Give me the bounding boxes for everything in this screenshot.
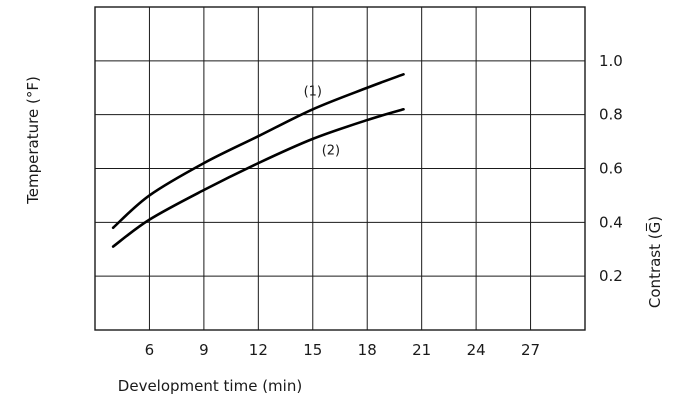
series-label-1: (1) xyxy=(304,84,322,99)
y-tick-label-right: 0.8 xyxy=(599,106,623,124)
x-tick-label: 6 xyxy=(145,341,155,359)
y-tick-label-right: 1.0 xyxy=(599,52,623,70)
series-line-1 xyxy=(111,72,405,230)
x-tick-label: 24 xyxy=(467,341,486,359)
series-label-2: (2) xyxy=(322,144,340,159)
x-tick-labels: 6 9 12 15 18 21 24 27 xyxy=(145,341,540,359)
x-tick-label: 12 xyxy=(249,341,268,359)
y-tick-label-right: 0.6 xyxy=(599,160,623,178)
y-tick-labels-right: 0.2 0.4 0.6 0.8 1.0 xyxy=(599,52,623,285)
x-tick-label: 21 xyxy=(412,341,431,359)
y-tick-label-right: 0.4 xyxy=(599,213,623,231)
grid xyxy=(95,7,585,330)
x-tick-label: 27 xyxy=(521,341,540,359)
series-layer: (1) (2) xyxy=(111,72,405,248)
series-line-2 xyxy=(111,107,405,248)
x-axis-title: Development time (min) xyxy=(118,377,302,395)
x-tick-label: 18 xyxy=(358,341,377,359)
plot-frame xyxy=(94,6,586,331)
x-tick-label: 15 xyxy=(303,341,322,359)
y-axis-title-right: Contrast (G̅) xyxy=(645,216,664,308)
y-axis-title-left: Temperature (°F) xyxy=(24,76,42,205)
y-tick-label-right: 0.2 xyxy=(599,267,623,285)
x-tick-label: 9 xyxy=(199,341,209,359)
